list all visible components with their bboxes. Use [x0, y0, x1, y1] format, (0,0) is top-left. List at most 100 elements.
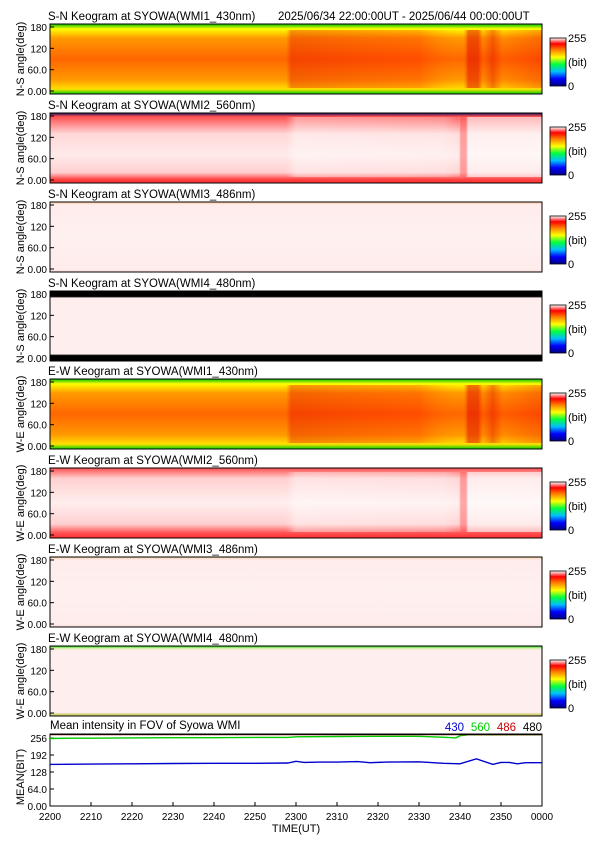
y-tick-label: 60.0 — [28, 599, 48, 610]
keogram-panel: E-W Keogram at SYOWA(WMI4_480nm)180 120 60… — [15, 633, 587, 720]
keogram-activity-overlay — [50, 472, 542, 532]
colorbar-min-label: 0 — [568, 525, 574, 537]
x-tick-label: 2240 — [203, 812, 226, 823]
mean-intensity-plot: Mean intensity in FOV of Syowa WMI MEAN(… — [15, 720, 554, 835]
x-tick-label: 2250 — [244, 812, 267, 823]
y-tick-label: 0.00 — [28, 802, 48, 813]
y-tick-label: 180 — [30, 23, 47, 34]
colorbar — [549, 126, 567, 176]
y-tick-label: 180 — [30, 645, 47, 656]
colorbar-unit-label: (bit) — [568, 590, 587, 602]
colorbar-max-label: 255 — [568, 300, 586, 312]
colorbar — [549, 215, 567, 265]
colorbar — [549, 570, 567, 620]
y-tick-label: 120 — [30, 133, 47, 144]
x-tick-label: 2340 — [449, 812, 472, 823]
y-tick-label: 120 — [30, 399, 47, 410]
keogram-activity-overlay — [50, 385, 542, 443]
x-tick-label: 2350 — [490, 812, 513, 823]
y-tick-label: 0.00 — [28, 176, 48, 187]
legend-entry-430: 430 — [445, 722, 464, 734]
panel-title: E-W Keogram at SYOWA(WMI3_486nm) — [48, 544, 258, 556]
keogram-panel: S-N Keogram at SYOWA(WMI2_560nm)180 120 60… — [15, 100, 587, 187]
y-tick-label: 192 — [30, 751, 47, 762]
y-tick-label: 180 — [30, 290, 47, 301]
colorbar-min-label: 0 — [568, 170, 574, 182]
panel-frame — [49, 467, 543, 539]
y-tick-label: 64.0 — [28, 785, 48, 796]
y-tick-label: 60.0 — [28, 155, 48, 166]
x-tick-label: 2330 — [408, 812, 431, 823]
y-tick-label: 180 — [30, 467, 47, 478]
keogram-image — [50, 557, 542, 627]
y-tick-label: 60.0 — [28, 688, 48, 699]
colorbar-min-label: 0 — [568, 614, 574, 626]
panel-frame — [49, 23, 543, 95]
colorbar-unit-label: (bit) — [568, 679, 587, 691]
colorbar-min-label: 0 — [568, 436, 574, 448]
series-line-430 — [49, 758, 542, 766]
keogram-image — [50, 202, 542, 272]
colorbar-unit-label: (bit) — [568, 501, 587, 513]
keogram-image — [50, 646, 542, 716]
panel-ylabel: W-E angle(deg) — [15, 643, 27, 720]
y-tick-label: 120 — [30, 311, 47, 322]
panel-frame — [49, 645, 543, 717]
y-tick-label: 60.0 — [28, 333, 48, 344]
colorbar-max-label: 255 — [568, 477, 586, 489]
y-tick-label: 256 — [30, 734, 47, 745]
panel-title: E-W Keogram at SYOWA(WMI4_480nm) — [48, 633, 258, 645]
keogram-panel: S-N Keogram at SYOWA(WMI1_430nm)180 120 60… — [15, 11, 587, 98]
colorbar-max-label: 255 — [568, 33, 586, 45]
legend-entry-486: 486 — [497, 722, 516, 734]
y-tick-label: 0.00 — [28, 531, 48, 542]
x-tick-label: 2300 — [285, 812, 308, 823]
colorbar-max-label: 255 — [568, 388, 586, 400]
colorbar-min-label: 0 — [568, 81, 574, 93]
colorbar-max-label: 255 — [568, 211, 586, 223]
panel-frame — [49, 378, 543, 450]
legend-entry-560: 560 — [471, 722, 490, 734]
colorbar-min-label: 0 — [568, 703, 574, 715]
x-tick-label: 2200 — [39, 812, 62, 823]
y-tick-label: 120 — [30, 577, 47, 588]
panel-title: S-N Keogram at SYOWA(WMI2_560nm) — [48, 100, 255, 112]
y-tick-label: 180 — [30, 112, 47, 123]
x-tick-label: 2310 — [326, 812, 349, 823]
panel-ylabel: W-E angle(deg) — [15, 554, 27, 631]
mean-plot-title: Mean intensity in FOV of Syowa WMI — [50, 720, 240, 732]
keogram-panel: E-W Keogram at SYOWA(WMI2_560nm)180 120 60… — [15, 455, 587, 542]
keogram-panel: S-N Keogram at SYOWA(WMI4_480nm)180 120 60… — [15, 278, 587, 365]
y-tick-label: 60.0 — [28, 510, 48, 521]
panel-title: S-N Keogram at SYOWA(WMI3_486nm) — [48, 189, 255, 201]
panel-frame — [49, 290, 543, 362]
keogram-panel: S-N Keogram at SYOWA(WMI3_486nm)180 120 60… — [15, 189, 587, 276]
colorbar-unit-label: (bit) — [568, 146, 587, 158]
keogram-activity-overlay — [50, 30, 542, 88]
y-tick-label: 120 — [30, 666, 47, 677]
colorbar-min-label: 0 — [568, 348, 574, 360]
panel-title: E-W Keogram at SYOWA(WMI1_430nm) — [48, 366, 258, 378]
panel-frame — [49, 112, 543, 184]
y-tick-label: 0.00 — [28, 442, 48, 453]
panel-title: E-W Keogram at SYOWA(WMI2_560nm) — [48, 455, 258, 467]
y-tick-label: 180 — [30, 378, 47, 389]
colorbar — [549, 37, 567, 87]
y-tick-label: 60.0 — [28, 66, 48, 77]
y-tick-label: 0.00 — [28, 709, 48, 720]
y-tick-label: 0.00 — [28, 620, 48, 631]
x-tick-label: 2320 — [367, 812, 390, 823]
colorbar-max-label: 255 — [568, 655, 586, 667]
y-tick-label: 120 — [30, 488, 47, 499]
time-range-label: 2025/06/34 22:00:00UT - 2025/06/44 00:00… — [278, 11, 530, 23]
mean-plot-ylabel: MEAN(BIT) — [15, 749, 27, 805]
panel-frame — [49, 556, 543, 628]
panel-ylabel: N-S angle(deg) — [15, 111, 27, 186]
colorbar-unit-label: (bit) — [568, 235, 587, 247]
mean-plot-xlabel: TIME(UT) — [272, 823, 320, 835]
y-tick-label: 180 — [30, 201, 47, 212]
colorbar — [549, 392, 567, 442]
legend-entry-480: 480 — [523, 722, 542, 734]
x-tick-label: 2230 — [162, 812, 185, 823]
